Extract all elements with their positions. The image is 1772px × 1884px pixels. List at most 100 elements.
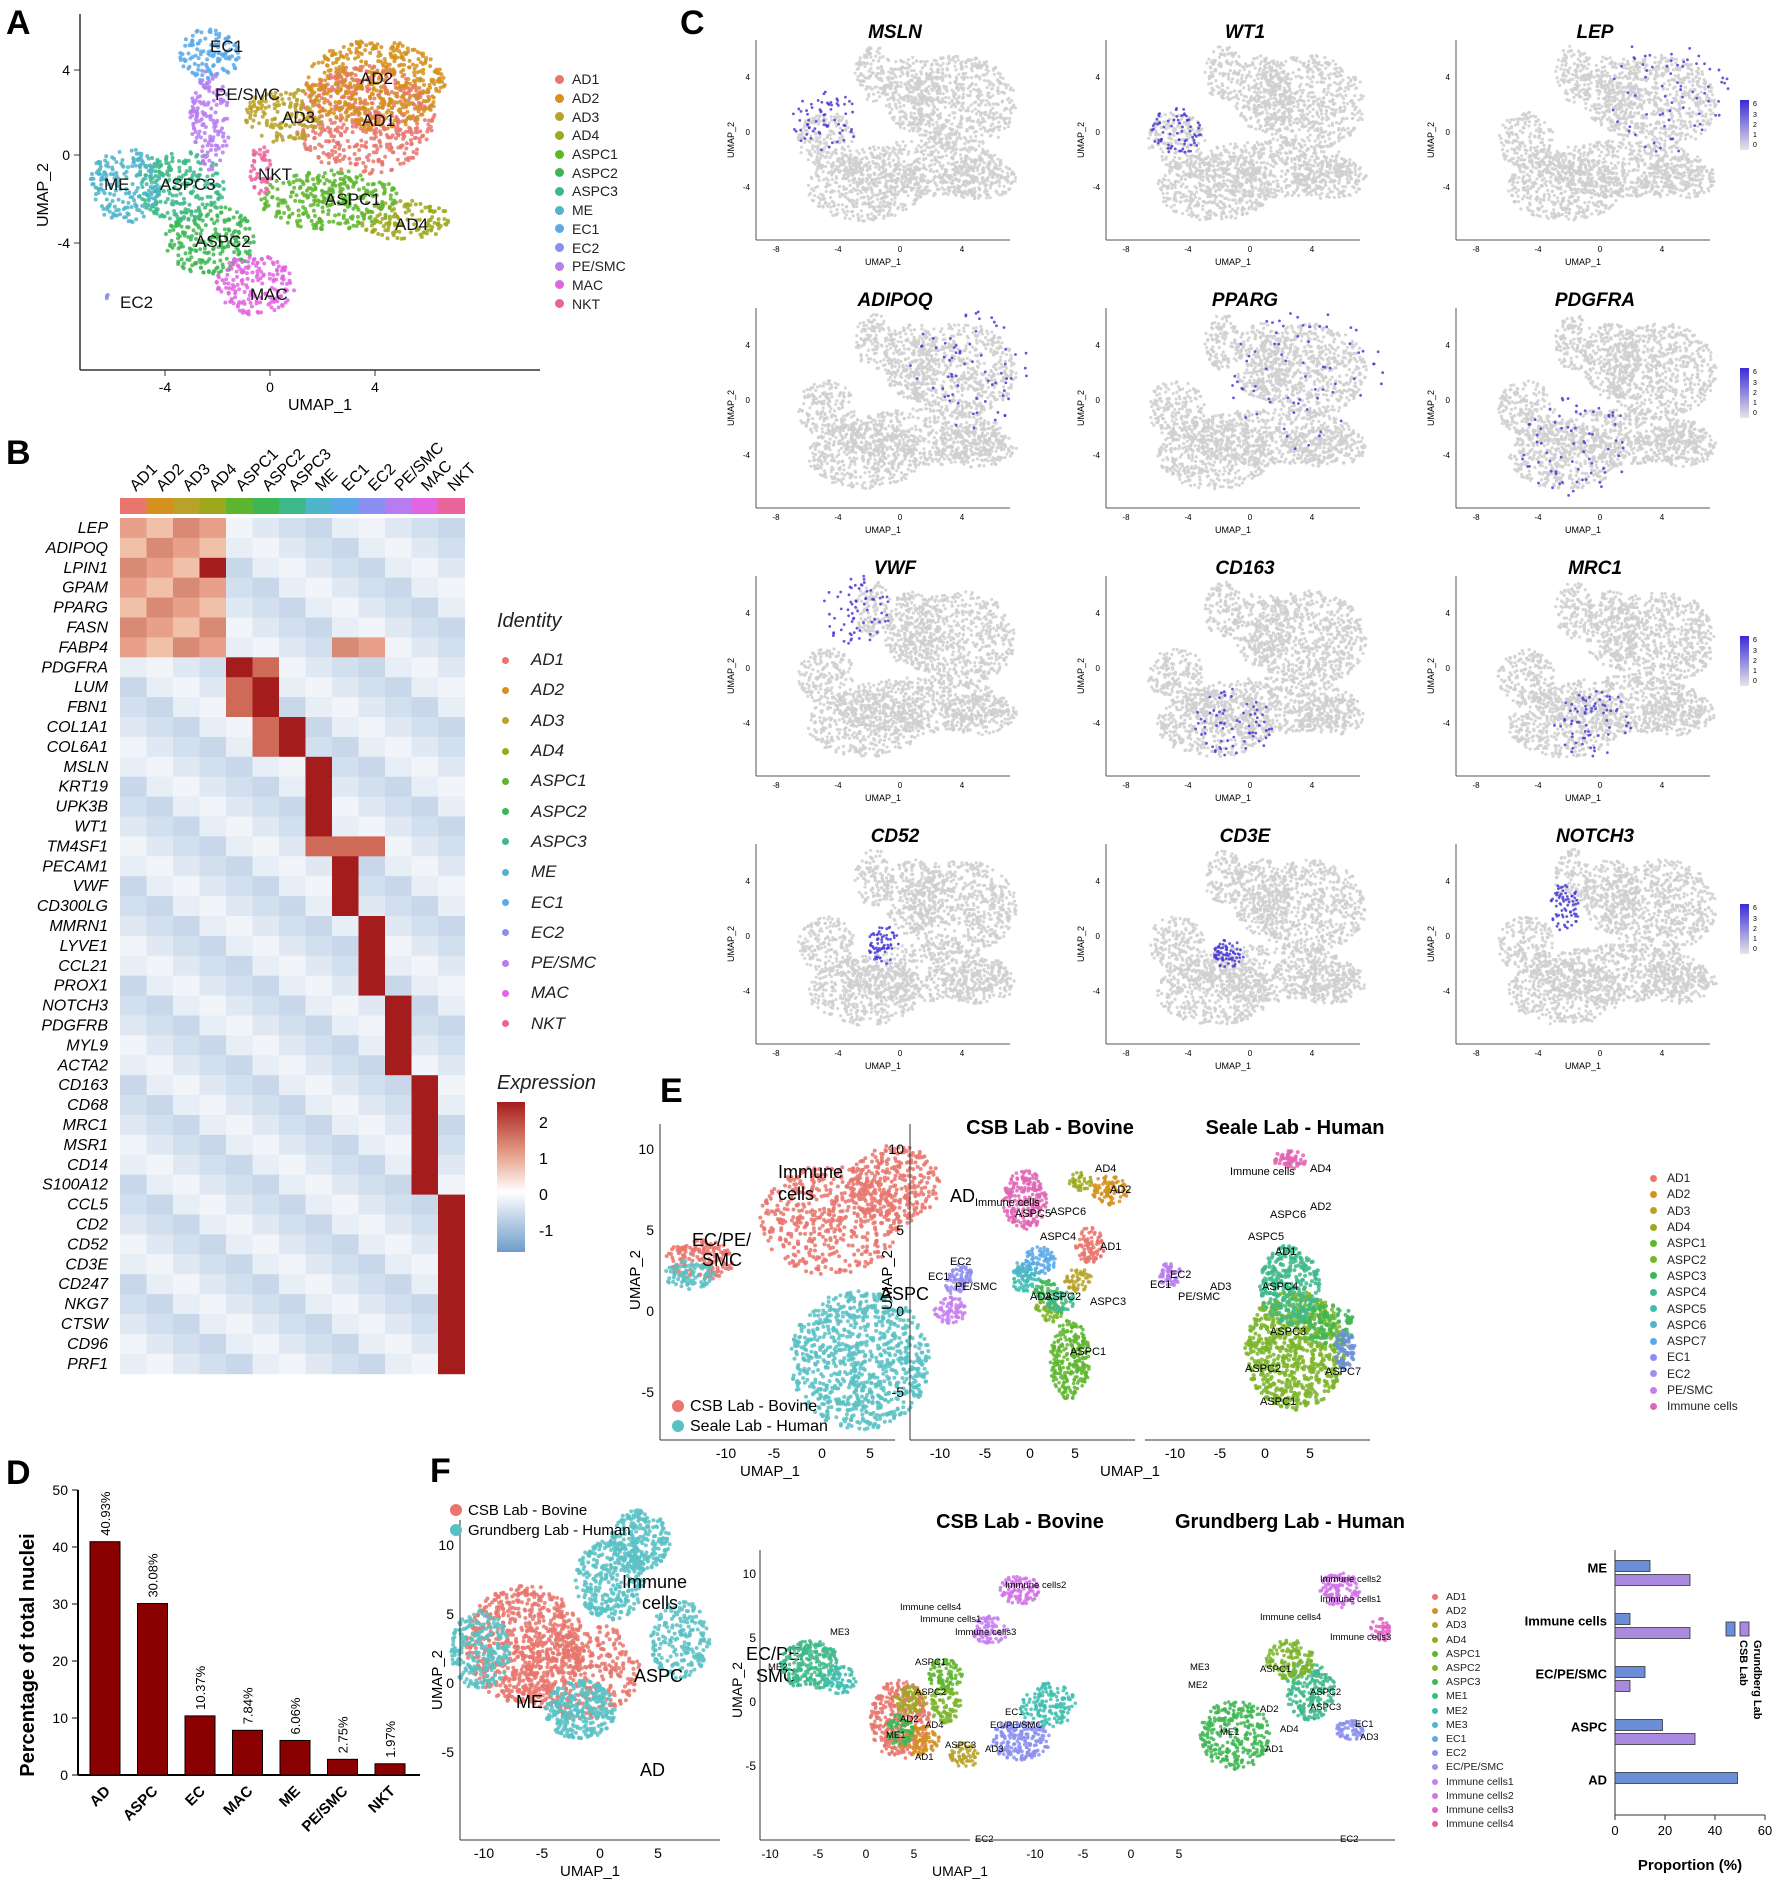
c-ylabel: UMAP_2: [1426, 658, 1436, 694]
legend-dot-icon: [450, 1504, 462, 1516]
legend-dot-icon: [1650, 1239, 1657, 1247]
b-heat-cell: [252, 1353, 280, 1375]
legend-dot-icon: [1432, 1608, 1438, 1615]
b-heat-cell: [226, 1194, 253, 1215]
b-heat-cell: [120, 1015, 147, 1036]
b-heat-cell: [252, 537, 280, 559]
a-legend-label: EC1: [572, 221, 599, 237]
c-xtick: -4: [834, 513, 842, 522]
b-heat-cell: [120, 836, 147, 857]
b-heat-cell: [199, 975, 227, 997]
legend-dot-icon: [502, 686, 509, 694]
b-heat-cell: [252, 1075, 280, 1096]
f-legend-label: ME1: [1446, 1690, 1468, 1702]
b-heat-cell: [279, 796, 306, 817]
b-heat-cell: [120, 1115, 147, 1136]
b-heat-cell: [226, 657, 253, 678]
f-legend-item: AD3: [1432, 1618, 1514, 1632]
b-heat-cell: [438, 1015, 465, 1036]
e-bovine-cluster-label: ASPC2: [1045, 1291, 1081, 1303]
b-gene-label: GPAM: [62, 580, 109, 597]
e-xtick: 0: [1261, 1445, 1269, 1461]
e-xtick: -5: [979, 1445, 992, 1461]
b-gene-label: CCL21: [58, 958, 108, 975]
b-heat-cell: [226, 935, 253, 957]
b-heat-cell: [120, 896, 147, 917]
b-heat-cell: [146, 776, 174, 798]
c-ytick: 0: [746, 664, 751, 673]
c-scale-tick: 6: [1753, 101, 1757, 108]
b-heat-cell: [305, 518, 333, 539]
a-legend-item: NKT: [555, 294, 626, 313]
b-heat-cell: [438, 677, 465, 698]
b-identity-swatch: [411, 498, 439, 514]
legend-dot-icon: [502, 717, 509, 725]
b-heat-cell: [173, 717, 200, 738]
b-heat-cell: [358, 796, 386, 817]
a-cluster-label: AD4: [395, 215, 428, 234]
b-heat-cell: [252, 1333, 280, 1355]
c-xlabel: UMAP_1: [865, 257, 901, 267]
b-heat-cell: [305, 677, 333, 698]
c-ytick: -4: [1443, 183, 1451, 192]
legend-dot-icon: [1432, 1650, 1438, 1657]
identity-legend-label: MAC: [531, 983, 569, 1003]
c-scale-tick: 0: [1753, 678, 1757, 685]
legend-swatch-icon: [1739, 1621, 1750, 1637]
d-value-label: 1.97%: [383, 1720, 398, 1757]
c-xtick: 4: [1660, 1049, 1665, 1058]
c-scale-bar: [1740, 100, 1749, 150]
c-xtick: -4: [1534, 781, 1542, 790]
e-legend-item: AD2: [1650, 1186, 1738, 1202]
b-heat-cell: [358, 1333, 386, 1355]
feature-plot-lep: LEP -8 -4 0 4 4 0 -4 UMAP_1 UMAP_2 6 3 2 1 0: [1426, 22, 1757, 267]
b-heat-cell: [146, 1353, 174, 1375]
f-ytick: 5: [749, 1631, 756, 1645]
b-heat-cell: [226, 677, 253, 698]
b-identity-swatch: [146, 498, 174, 514]
b-heat-cell: [411, 776, 439, 798]
b-heat-cell: [120, 1134, 147, 1156]
b-gene-label: FABP4: [59, 639, 109, 656]
b-heat-cell: [279, 1075, 306, 1096]
b-heat-cell: [120, 1294, 147, 1315]
b-heat-cell: [385, 916, 412, 937]
f-prop-bar: [1614, 1666, 1646, 1678]
panel-f-legend: AD1 AD2 AD3 AD4 ASPC1 ASPC2 ASPC3 ME1 ME2 ME3 EC1 E…: [1432, 1590, 1514, 1831]
b-heat-cell: [305, 597, 333, 618]
expression-tick: 2: [539, 1115, 548, 1132]
b-heat-cell: [438, 856, 465, 877]
b-heat-cell: [438, 995, 465, 1016]
b-heat-cell: [411, 557, 439, 579]
b-heat-cell: [173, 1154, 200, 1176]
b-heat-cell: [358, 1134, 386, 1156]
b-heat-cell: [226, 916, 253, 937]
b-heat-cell: [438, 1254, 465, 1275]
b-heat-cell: [173, 736, 200, 758]
d-category-label: ASPC: [120, 1783, 162, 1825]
c-xtick: 4: [1310, 513, 1315, 522]
c-xtick: 4: [960, 1049, 965, 1058]
a-ytick: -4: [58, 235, 71, 251]
d-ytick: 30: [52, 1596, 68, 1612]
b-heat-cell: [146, 856, 174, 877]
b-heat-cell: [226, 1314, 253, 1335]
b-heat-cell: [358, 697, 386, 718]
b-heat-cell: [146, 657, 174, 678]
a-cluster-label: ASPC2: [195, 232, 251, 251]
d-category-label: EC: [182, 1783, 209, 1810]
b-heat-cell: [226, 756, 253, 778]
e-xtick: -5: [768, 1445, 781, 1461]
b-gene-label: PDGFRA: [41, 659, 108, 676]
f-title-human: Grundberg Lab - Human: [1175, 1511, 1405, 1533]
b-heat-cell: [358, 577, 386, 599]
b-heat-cell: [252, 657, 280, 678]
b-heat-cell: [411, 617, 439, 638]
b-heat-cell: [305, 1214, 333, 1235]
a-legend-item: PE/SMC: [555, 257, 626, 276]
b-heat-cell: [120, 557, 147, 579]
b-heat-cell: [438, 816, 465, 837]
b-heat-cell: [146, 518, 174, 539]
b-heat-cell: [305, 756, 333, 778]
f-prop-category: ME: [1588, 1561, 1608, 1576]
